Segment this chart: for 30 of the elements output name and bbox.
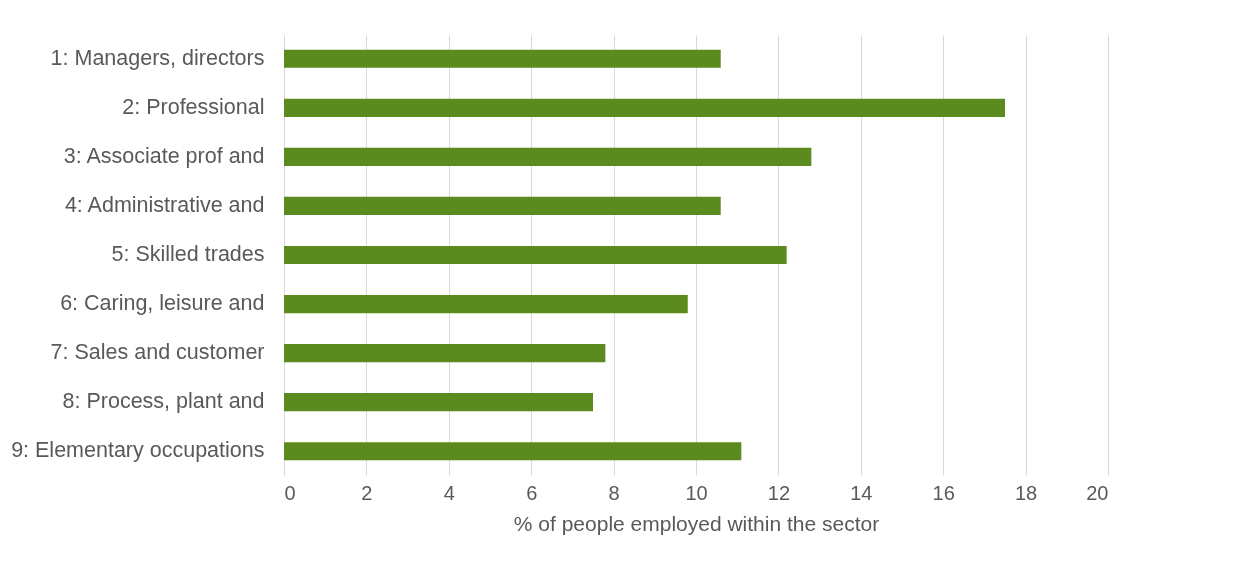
x-tick-label: 12 [767,481,791,504]
bar [284,294,688,314]
x-tick-label: 8 [608,481,620,504]
bar [284,393,593,412]
bar [284,344,606,363]
y-tick-label: 2: Professional [122,94,265,119]
bar [284,49,721,68]
x-axis-title: % of people employed within the sector [513,511,880,535]
x-tick-label: 20 [1086,481,1109,504]
y-tick-label: 1: Managers, directors [50,45,265,70]
y-tick-label: 5: Skilled trades [111,242,265,266]
y-tick-label: 7: Sales and customer [50,340,265,365]
y-tick-label: 4: Administrative and [64,192,265,217]
bar [284,196,721,216]
y-tick-label: 8: Process, plant and [62,389,265,414]
x-tick-label: 6 [526,481,538,504]
bar [284,442,742,461]
y-tick-label: 9: Elementary occupations [11,438,265,463]
x-tick-label: 4 [443,481,455,504]
x-tick-label: 0 [284,481,296,504]
bar [284,98,1005,117]
x-tick-label: 18 [1014,481,1038,504]
y-tick-label: 3: Associate prof and [63,143,265,168]
y-tick-label: 6: Caring, leisure and [60,291,265,316]
x-tick-label: 2 [361,481,373,504]
x-tick-label: 16 [932,481,955,504]
x-tick-label: 14 [850,481,873,504]
x-tick-label: 10 [685,481,708,504]
bar [284,147,812,166]
bar [284,245,787,265]
